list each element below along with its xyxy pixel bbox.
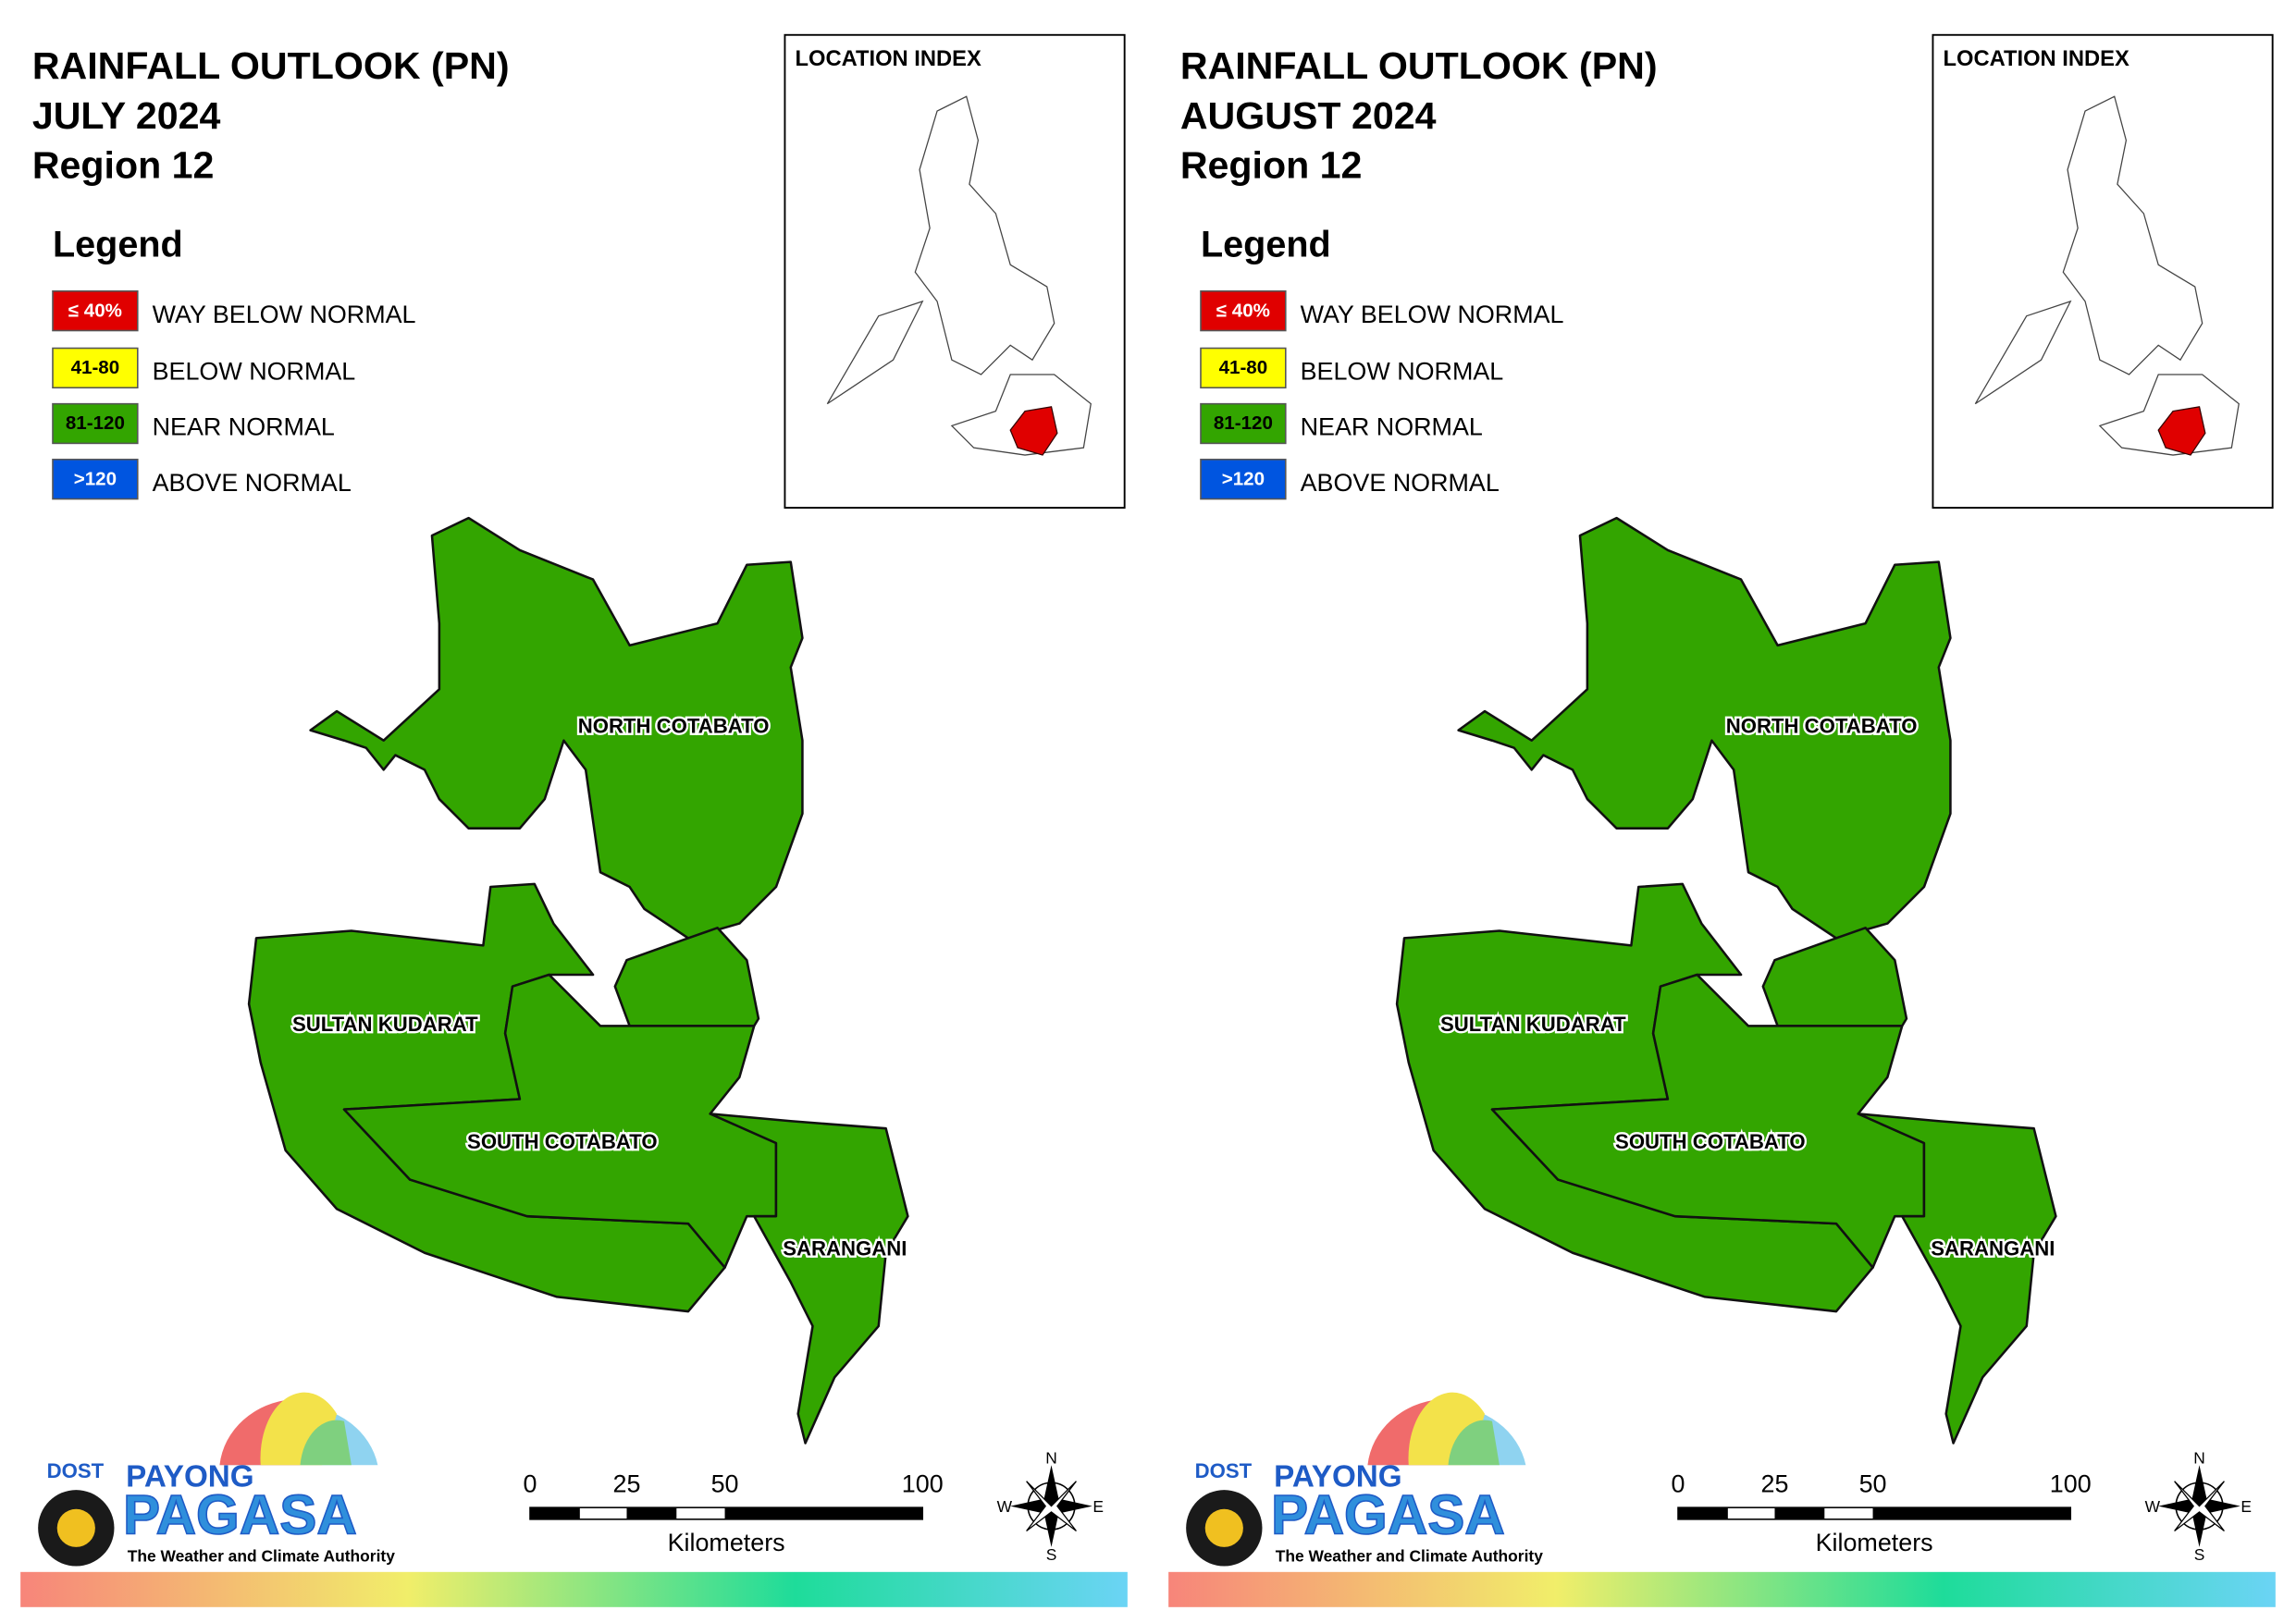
scale-label: 0 — [524, 1470, 537, 1498]
province-label: SULTAN KUDARAT — [292, 1013, 478, 1036]
legend-swatch — [52, 459, 139, 500]
province-label: NORTH COTABATO — [1726, 714, 1918, 737]
legend-code: 41-80 — [1219, 357, 1268, 378]
region-map — [247, 516, 909, 1445]
legend-swatch — [1200, 347, 1287, 389]
logo-brand-top: PAYONG — [126, 1459, 254, 1494]
panel: RAINFALL OUTLOOK (PN) JULY 2024 Region 12 L… — [20, 33, 1128, 1607]
panel: RAINFALL OUTLOOK (PN) AUGUST 2024 Region 1… — [1168, 33, 2276, 1607]
location-inset — [1932, 33, 2274, 509]
inset-label: LOCATION INDEX — [1944, 47, 2129, 71]
scale-unit: Kilometers — [668, 1529, 785, 1556]
legend-swatch — [52, 402, 139, 445]
scale-label: 0 — [1672, 1470, 1685, 1498]
legend-code: 81-120 — [1214, 412, 1273, 434]
title-line: RAINFALL OUTLOOK (PN) — [1180, 44, 1658, 87]
legend-code: >120 — [74, 468, 117, 489]
legend-label: NEAR NORMAL — [153, 413, 335, 441]
compass-rose — [2157, 1464, 2241, 1548]
inset-label: LOCATION INDEX — [796, 47, 981, 71]
legend-code: 41-80 — [71, 357, 120, 378]
legend-code: >120 — [1222, 468, 1265, 489]
legend-swatch — [52, 347, 139, 389]
logo-brand: PAGASA — [1271, 1484, 1505, 1546]
legend-label: ABOVE NORMAL — [153, 469, 352, 497]
compass-letter: S — [2194, 1545, 2205, 1564]
color-band — [1168, 1571, 2276, 1607]
logo-agency: DOST — [47, 1459, 105, 1482]
color-band — [20, 1571, 1128, 1607]
legend-label: WAY BELOW NORMAL — [1301, 301, 1564, 328]
scale-label: 100 — [902, 1470, 944, 1498]
scale-unit: Kilometers — [1816, 1529, 1933, 1556]
logo-agency: DOST — [1195, 1459, 1253, 1482]
title-line: AUGUST 2024 — [1180, 94, 1437, 137]
logo-brand-top: PAYONG — [1274, 1459, 1402, 1494]
scale-label: 50 — [711, 1470, 739, 1498]
compass-letter: W — [2145, 1497, 2161, 1516]
region-map — [1395, 516, 2057, 1445]
logo-tagline: The Weather and Climate Authority — [1276, 1547, 1543, 1566]
province-label: NORTH COTABATO — [578, 714, 770, 737]
title-line: Region 12 — [1180, 144, 1363, 187]
legend-label: BELOW NORMAL — [153, 358, 356, 386]
legend-swatch — [1200, 289, 1287, 332]
scale-label: 50 — [1859, 1470, 1887, 1498]
title-line: Region 12 — [32, 144, 215, 187]
legend-swatch — [1200, 459, 1287, 500]
compass-letter: E — [1092, 1497, 1104, 1516]
legend-label: BELOW NORMAL — [1301, 358, 1504, 386]
scale-bar — [1677, 1506, 2072, 1520]
province-label: SOUTH COTABATO — [467, 1130, 658, 1153]
title-line: JULY 2024 — [32, 94, 221, 137]
location-inset — [784, 33, 1126, 509]
province-label: SOUTH COTABATO — [1615, 1130, 1806, 1153]
compass-rose — [1009, 1464, 1093, 1548]
scale-label: 25 — [1761, 1470, 1789, 1498]
title-line: RAINFALL OUTLOOK (PN) — [32, 44, 510, 87]
province-label: SARANGANI — [783, 1236, 907, 1260]
legend-title: Legend — [1201, 225, 1331, 265]
province-label: SULTAN KUDARAT — [1440, 1013, 1626, 1036]
compass-letter: S — [1046, 1545, 1057, 1564]
compass-letter: N — [2193, 1449, 2205, 1468]
legend-title: Legend — [53, 225, 183, 265]
legend-swatch — [52, 289, 139, 332]
legend-swatch — [1200, 402, 1287, 445]
legend-label: ABOVE NORMAL — [1301, 469, 1500, 497]
legend-code: 81-120 — [66, 412, 125, 434]
compass-letter: N — [1045, 1449, 1057, 1468]
compass-letter: W — [997, 1497, 1013, 1516]
scale-label: 100 — [2050, 1470, 2092, 1498]
legend-code: ≤ 40% — [1216, 300, 1270, 321]
scale-label: 25 — [613, 1470, 641, 1498]
legend-label: WAY BELOW NORMAL — [153, 301, 416, 328]
logo-tagline: The Weather and Climate Authority — [128, 1547, 395, 1566]
province-label: SARANGANI — [1931, 1236, 2055, 1260]
legend-label: NEAR NORMAL — [1301, 413, 1483, 441]
compass-letter: E — [2240, 1497, 2252, 1516]
scale-bar — [529, 1506, 924, 1520]
logo-brand: PAGASA — [123, 1484, 357, 1546]
legend-code: ≤ 40% — [68, 300, 122, 321]
